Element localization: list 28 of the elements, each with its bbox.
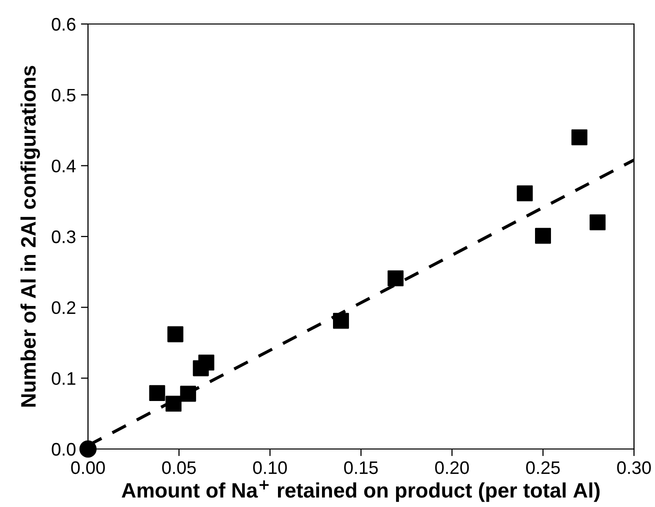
point — [166, 396, 182, 412]
y-tick-label: 0.0 — [52, 442, 76, 456]
point — [516, 185, 533, 202]
point — [388, 270, 404, 286]
point — [535, 228, 551, 244]
y-tick-label: 0.2 — [52, 301, 76, 314]
point — [333, 312, 349, 329]
point — [198, 354, 214, 371]
point — [167, 326, 184, 342]
y-tick-label: 0.6 — [52, 18, 76, 31]
point — [571, 129, 588, 146]
y-tick-label: 0.3 — [52, 230, 76, 244]
x-tick-label: 0.00 — [71, 461, 105, 474]
point — [79, 440, 97, 458]
y-tick-label: 0.5 — [52, 88, 76, 102]
x-tick-label: 0.30 — [617, 461, 651, 474]
y-axis-title: Number of Al in 2Al configurations — [20, 66, 40, 407]
point — [149, 385, 166, 402]
x-tick-label: 0.25 — [526, 461, 560, 474]
x-tick-label: 0.10 — [253, 461, 287, 474]
x-tick-label: 0.05 — [162, 461, 196, 474]
x-axis-title: Amount of Na$^{+}$ retained on product (per total Al) — [122, 480, 600, 502]
point — [180, 386, 196, 402]
point — [590, 214, 606, 230]
y-tick-label: 0.1 — [52, 372, 76, 385]
x-tick-label: 0.15 — [344, 461, 378, 474]
x-tick-label: 0.20 — [435, 461, 469, 474]
y-tick-label: 0.4 — [52, 160, 76, 172]
